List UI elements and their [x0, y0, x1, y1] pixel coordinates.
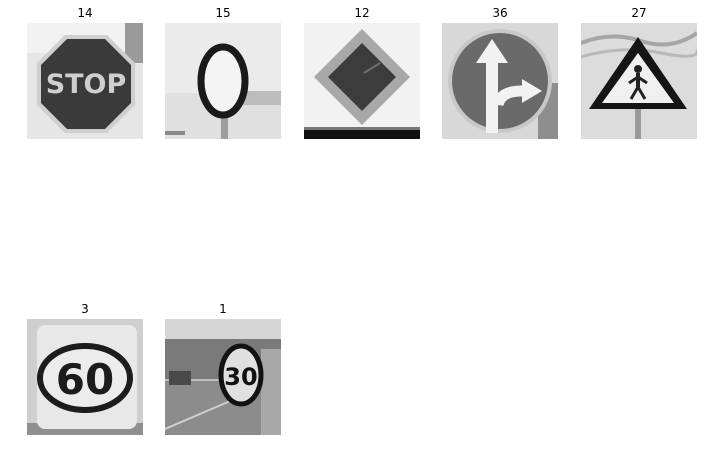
stop-sign-text: STOP [46, 69, 127, 100]
panel-title: 15 [215, 6, 231, 20]
speed-limit-60-sign-image: 60 [27, 319, 143, 435]
speed-limit-number: 60 [56, 355, 114, 404]
pedestrians-sign-image [581, 23, 697, 139]
panel-title: 3 [81, 302, 89, 316]
stop-sign-image: STOP [27, 23, 143, 139]
priority-road-sign-image [304, 23, 420, 139]
straight-or-right-sign-image [442, 23, 558, 139]
panel-title: 36 [492, 6, 508, 20]
speed-limit-30-sign-image: 30 [165, 319, 281, 435]
panel-title: 1 [219, 302, 227, 316]
speed-limit-number: 30 [224, 363, 257, 391]
panel-title: 27 [631, 6, 647, 20]
panel-title: 14 [77, 6, 93, 20]
panel-title: 12 [354, 6, 370, 20]
no-vehicles-sign-image [165, 23, 281, 139]
